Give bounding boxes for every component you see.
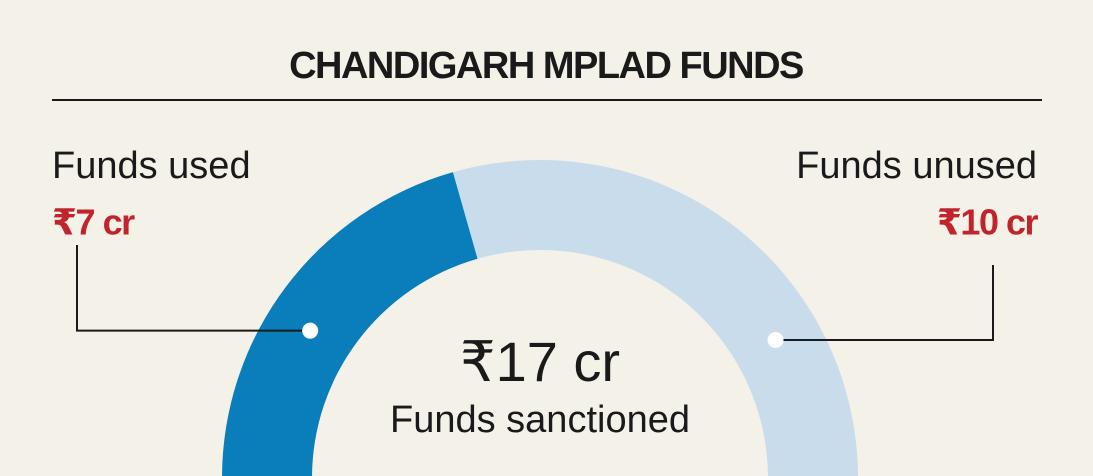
- leader-dot: [302, 322, 319, 339]
- leader-line: [775, 265, 994, 341]
- center-label: ₹17 cr: [460, 330, 620, 393]
- legend-label: Funds used: [52, 145, 251, 187]
- value-label: ₹7 cr: [52, 202, 135, 243]
- chart-title: CHANDIGARH MPLAD FUNDS: [289, 45, 803, 87]
- donut-segment: [222, 172, 478, 476]
- donut-segment: [452, 159, 858, 476]
- value-label: ₹10 cr: [937, 202, 1039, 243]
- center-caption: Funds sanctioned: [390, 399, 690, 441]
- leader-line: [76, 245, 311, 332]
- leader-dot: [767, 331, 784, 348]
- legend-label: Funds unused: [796, 145, 1037, 187]
